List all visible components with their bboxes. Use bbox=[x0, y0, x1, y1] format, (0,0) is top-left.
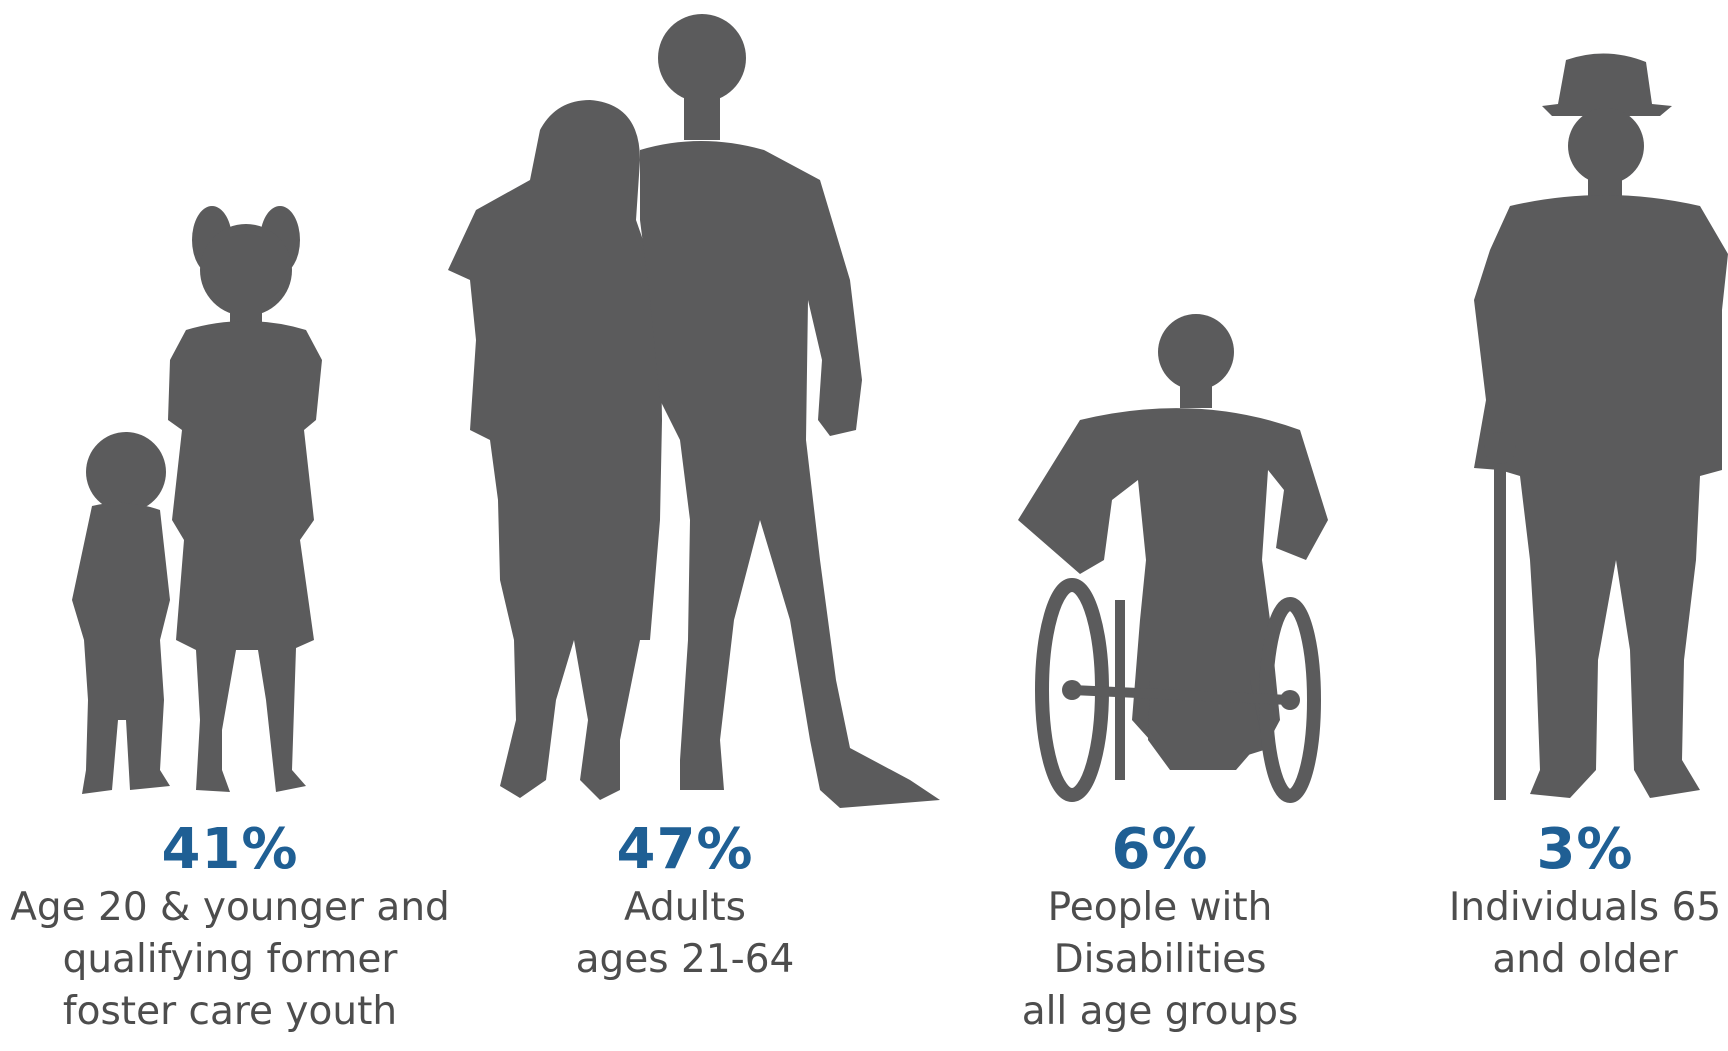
group-seniors: 3% Individuals 65 and older bbox=[1449, 820, 1721, 986]
percent-disabilities: 6% bbox=[1111, 817, 1209, 882]
label-seniors: Individuals 65 and older bbox=[1449, 882, 1721, 986]
girl-silhouette-icon bbox=[168, 206, 322, 792]
label-disabilities-line-3: all age groups bbox=[1021, 989, 1299, 1034]
label-youth-line-2: qualifying former bbox=[62, 937, 398, 982]
percent-seniors: 3% bbox=[1536, 817, 1634, 882]
percent-youth: 41% bbox=[161, 817, 299, 882]
woman-silhouette-icon bbox=[448, 100, 662, 800]
group-disabilities: 6% People with Disabilities all age grou… bbox=[1022, 820, 1299, 1038]
child-silhouettes-icon bbox=[72, 206, 322, 794]
adult-couple-silhouettes-icon bbox=[448, 14, 940, 808]
label-youth-line-1: Age 20 & younger and bbox=[10, 885, 450, 930]
label-seniors-line-2: and older bbox=[1492, 937, 1678, 982]
label-youth: Age 20 & younger and qualifying former f… bbox=[10, 882, 450, 1038]
wheelchair-user-silhouette-icon bbox=[1018, 314, 1328, 803]
label-adults: Adults ages 21-64 bbox=[576, 882, 795, 986]
group-youth: 41% Age 20 & younger and qualifying form… bbox=[10, 820, 450, 1038]
label-disabilities: People with Disabilities all age groups bbox=[1022, 882, 1299, 1038]
label-seniors-line-1: Individuals 65 bbox=[1448, 885, 1722, 930]
group-adults: 47% Adults ages 21-64 bbox=[576, 820, 795, 986]
label-disabilities-line-1: People with bbox=[1047, 885, 1273, 930]
label-adults-line-1: Adults bbox=[624, 885, 746, 930]
label-youth-line-3: foster care youth bbox=[62, 989, 398, 1034]
label-adults-line-2: ages 21-64 bbox=[575, 937, 795, 982]
man-silhouette-icon bbox=[640, 141, 940, 808]
elderly-man-with-cane-silhouette-icon bbox=[1474, 53, 1728, 800]
toddler-silhouette-icon bbox=[72, 432, 170, 794]
percent-adults: 47% bbox=[616, 817, 754, 882]
label-disabilities-line-2: Disabilities bbox=[1053, 937, 1267, 982]
